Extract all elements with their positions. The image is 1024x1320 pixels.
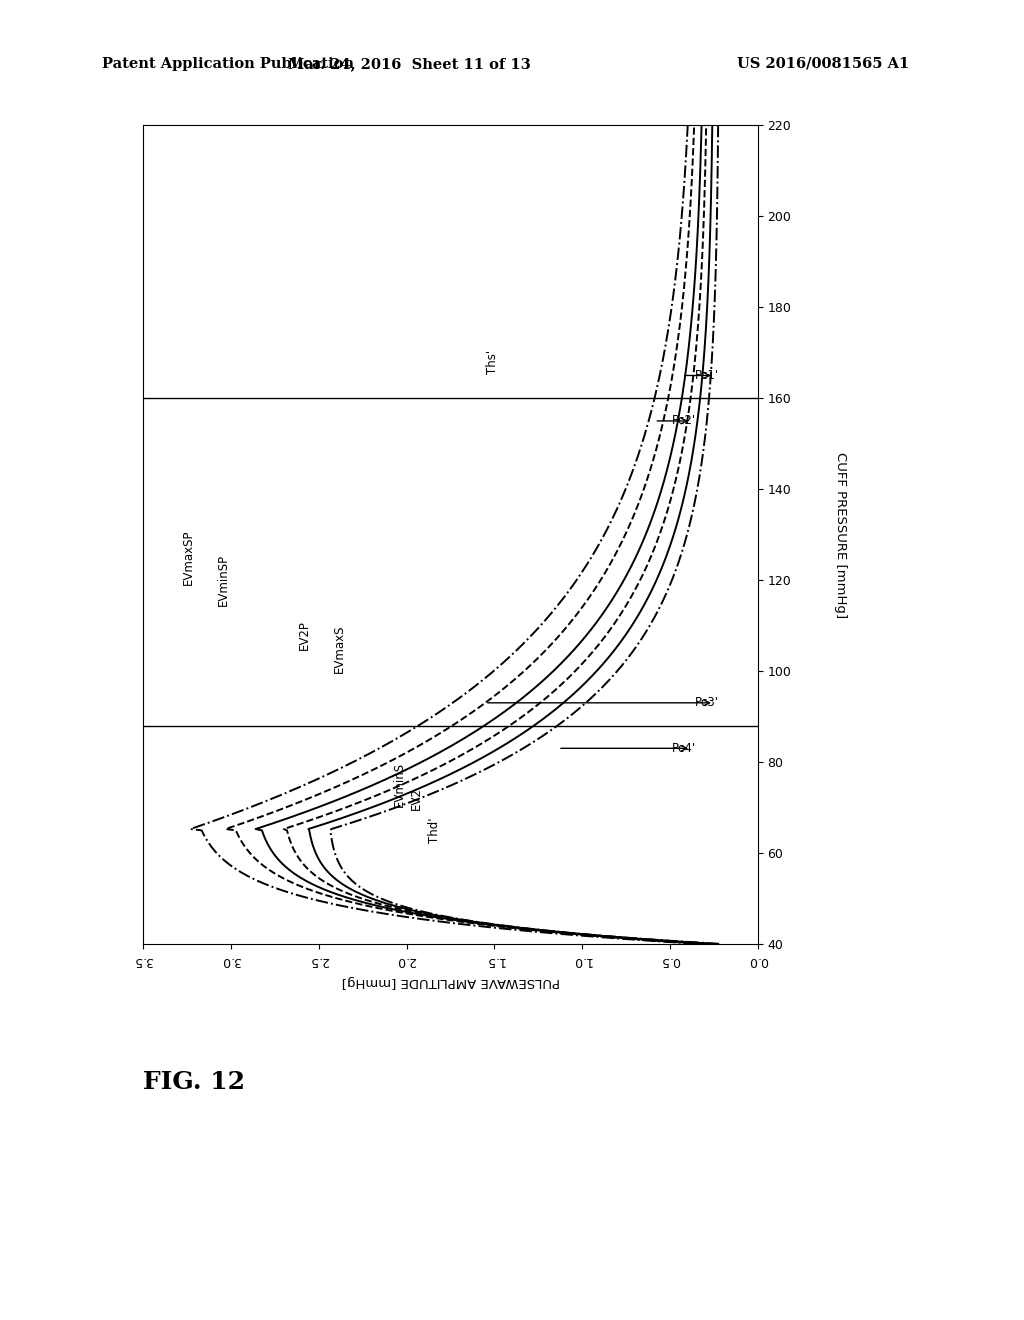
Text: US 2016/0081565 A1: US 2016/0081565 A1 (737, 57, 909, 71)
Text: EVminSP: EVminSP (217, 554, 230, 606)
Text: Pc2': Pc2' (672, 414, 696, 428)
Text: Patent Application Publication: Patent Application Publication (102, 57, 354, 71)
Text: EVminS: EVminS (392, 762, 406, 808)
Text: FIG. 12: FIG. 12 (143, 1071, 246, 1094)
Text: Ths': Ths' (485, 350, 499, 374)
X-axis label: PULSEWAVE AMPLITUDE [mmHg]: PULSEWAVE AMPLITUDE [mmHg] (341, 975, 560, 987)
Text: Thd': Thd' (428, 817, 440, 843)
Text: EVmaxSP: EVmaxSP (182, 529, 195, 585)
Text: EVmaxS: EVmaxS (333, 624, 346, 672)
Y-axis label: CUFF PRESSURE [mmHg]: CUFF PRESSURE [mmHg] (834, 451, 847, 618)
Text: Pc1': Pc1' (695, 370, 719, 381)
Text: EV2P: EV2P (298, 619, 311, 649)
Text: Mar. 24, 2016  Sheet 11 of 13: Mar. 24, 2016 Sheet 11 of 13 (288, 57, 531, 71)
Text: EV2: EV2 (411, 787, 423, 809)
Text: Pc4': Pc4' (672, 742, 696, 755)
Text: Pc3': Pc3' (695, 697, 719, 709)
